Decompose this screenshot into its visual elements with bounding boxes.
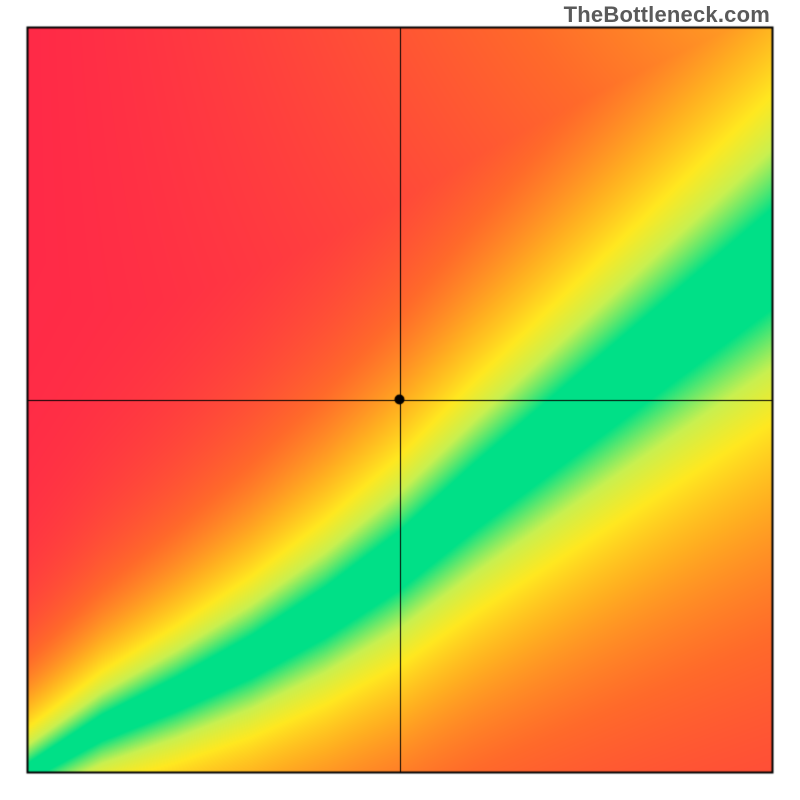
watermark-label: TheBottleneck.com bbox=[564, 2, 770, 28]
heatmap-canvas bbox=[0, 0, 800, 800]
chart-container: TheBottleneck.com bbox=[0, 0, 800, 800]
